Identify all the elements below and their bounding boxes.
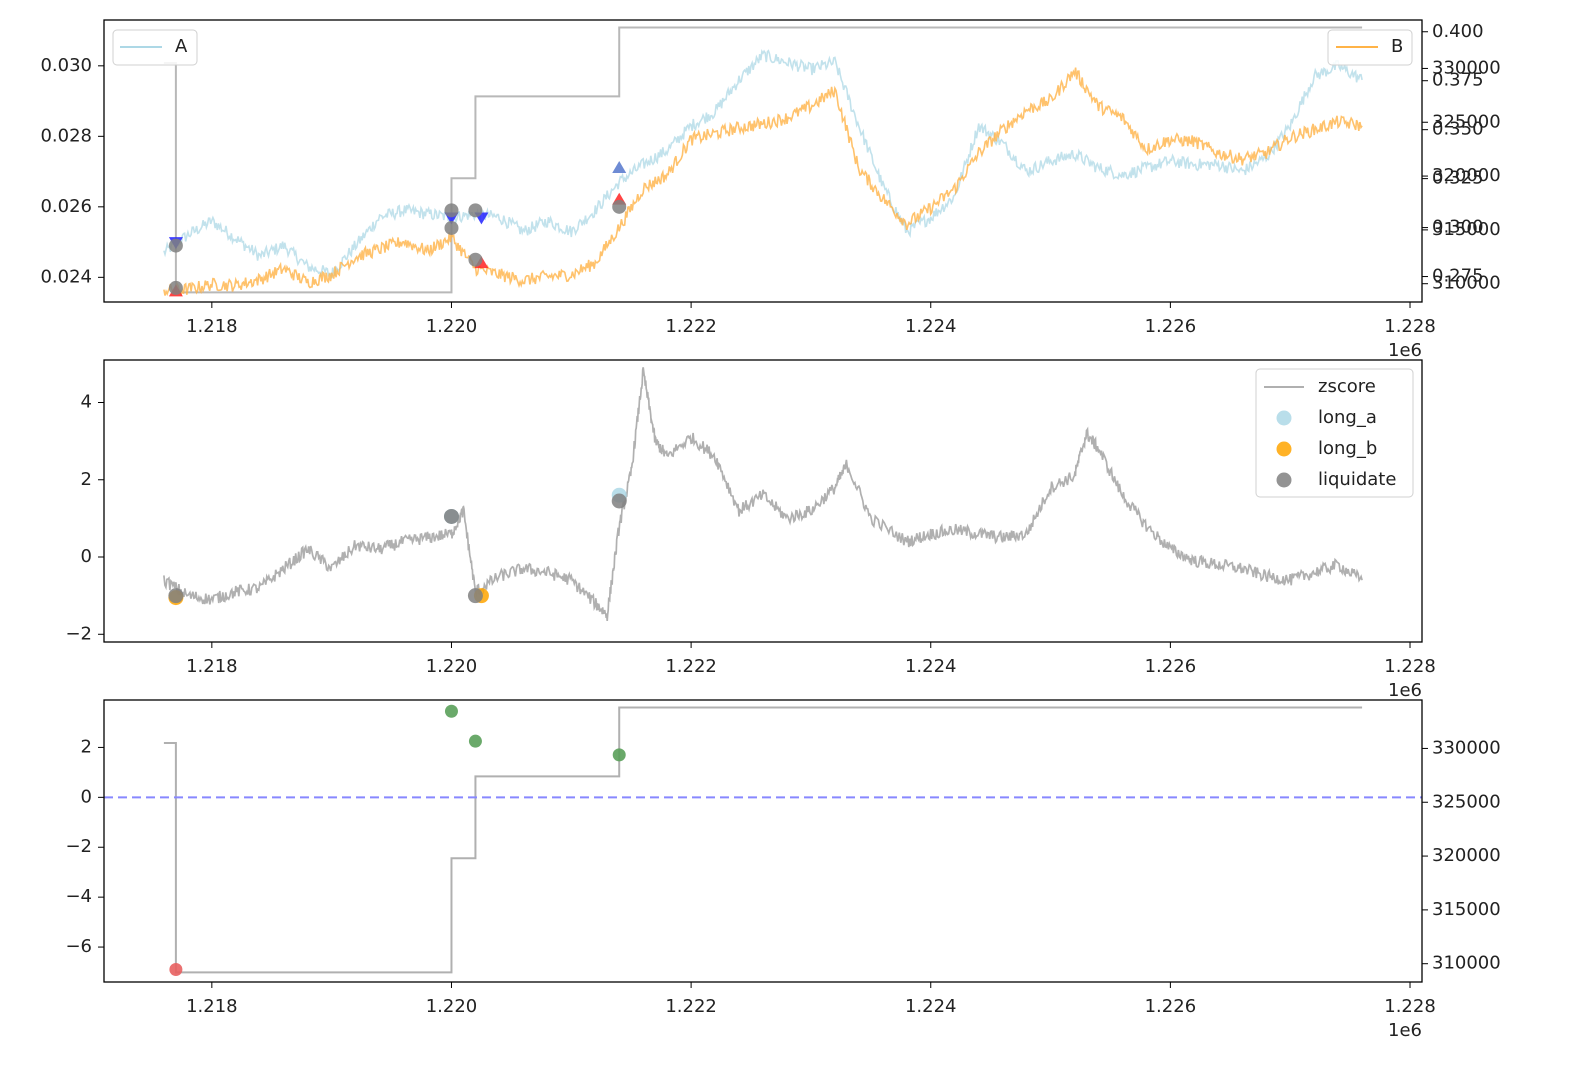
middle-panel: 1.218 1.220 1.222 1.224 1.226 1.228 1e6 −2 0 2 4 zs… — [65, 359, 1436, 701]
x-tick-label: 1.224 — [905, 656, 957, 677]
x-tick-label: 1.222 — [665, 656, 717, 677]
y-right-B-tick-label: 0.275 — [1432, 266, 1484, 287]
y-tick-label: −6 — [65, 936, 92, 957]
legend-middle: zscore long_a long_b liquidate — [1255, 368, 1414, 498]
x-tick-label: 1.226 — [1145, 316, 1197, 337]
y-tick-label: 0.026 — [40, 196, 92, 217]
y-right-tick-label: 310000 — [1432, 953, 1501, 974]
series-B-line — [163, 67, 1363, 297]
y-tick-label: 4 — [81, 391, 92, 412]
legend-B: B — [1327, 29, 1413, 66]
x-offset-label: 1e6 — [1388, 340, 1422, 361]
liquidate-marker — [444, 220, 459, 235]
y-right-tick-label: 325000 — [1432, 791, 1501, 812]
y-right-equity-tick-label: 315000 — [1432, 219, 1501, 240]
y-tick-label: −4 — [65, 886, 92, 907]
legend-long_a-label: long_a — [1318, 407, 1377, 428]
liquidate-marker — [168, 238, 183, 253]
x-tick-label: 1.220 — [426, 316, 478, 337]
liquidate-marker — [168, 280, 183, 295]
series-equity-line — [163, 26, 1363, 294]
legend-long_b-label: long_b — [1318, 438, 1377, 459]
x-tick-label: 1.226 — [1145, 656, 1197, 677]
y-tick-label: −2 — [65, 836, 92, 857]
y-tick-label: 2 — [81, 736, 92, 757]
y-tick-label: 0.024 — [40, 266, 92, 287]
x-tick-label: 1.218 — [186, 316, 238, 337]
point-profit — [444, 704, 458, 718]
middle-plot-area — [163, 367, 1363, 621]
y-tick-label: 0 — [81, 546, 92, 567]
x-offset-label: 1e6 — [1388, 1020, 1422, 1041]
liquidate-marker — [612, 199, 627, 214]
point-liquidate — [168, 588, 184, 604]
legend-liquidate-label: liquidate — [1318, 469, 1396, 490]
y-right-B-tick-label: 0.300 — [1432, 217, 1484, 238]
middle-axes-frame — [103, 359, 1423, 643]
y-right-tick-label: 320000 — [1432, 845, 1501, 866]
point-profit — [612, 748, 626, 762]
legend-A: A — [112, 29, 198, 66]
y-tick-label: 0.028 — [40, 125, 92, 146]
x-tick-label: 1.228 — [1384, 996, 1436, 1017]
legend-A-label: A — [175, 36, 188, 57]
legend-long_b-swatch — [1276, 441, 1292, 457]
y-right-B-tick-label: 0.325 — [1432, 168, 1484, 189]
liquidate-marker — [468, 252, 483, 267]
y-right-equity-tick-label: 325000 — [1432, 111, 1501, 132]
point-liquidate — [611, 493, 627, 509]
x-tick-label: 1.222 — [665, 996, 717, 1017]
series-equity-line — [163, 706, 1363, 974]
x-tick-label: 1.224 — [905, 316, 957, 337]
legend-liquidate-swatch — [1276, 472, 1292, 488]
top-plot-area — [163, 26, 1363, 297]
legend-zscore-label: zscore — [1318, 376, 1376, 397]
point-profit — [468, 734, 482, 748]
y-right-B-tick-label: 0.350 — [1432, 119, 1484, 140]
point-liquidate — [443, 508, 459, 524]
bottom-plot-area — [104, 704, 1422, 977]
bottom-axes-frame — [103, 699, 1423, 983]
y-right-tick-label: 330000 — [1432, 737, 1501, 758]
y-tick-label: 0.030 — [40, 55, 92, 76]
x-offset-label: 1e6 — [1388, 680, 1422, 701]
series-A-line — [163, 49, 1363, 279]
liquidate-marker — [444, 203, 459, 218]
x-tick-label: 1.228 — [1384, 656, 1436, 677]
y-right-B-tick-label: 0.375 — [1432, 70, 1484, 91]
liquidate-marker — [468, 203, 483, 218]
point-loss — [169, 963, 183, 977]
y-right-equity-tick-label: 330000 — [1432, 57, 1501, 78]
x-tick-label: 1.226 — [1145, 996, 1197, 1017]
legend-middle-box — [1255, 368, 1414, 498]
x-tick-label: 1.220 — [426, 996, 478, 1017]
x-tick-label: 1.224 — [905, 996, 957, 1017]
y-tick-label: 0 — [81, 786, 92, 807]
x-tick-label: 1.220 — [426, 656, 478, 677]
y-tick-label: 2 — [81, 469, 92, 490]
y-right-tick-label: 315000 — [1432, 899, 1501, 920]
triangle-up-marker — [612, 161, 627, 173]
y-tick-label: −2 — [65, 623, 92, 644]
bottom-panel: 1.218 1.220 1.222 1.224 1.226 1.228 1e6 −6 −4 −2 0… — [65, 699, 1501, 1041]
y-right-equity-tick-label: 320000 — [1432, 165, 1501, 186]
x-tick-label: 1.228 — [1384, 316, 1436, 337]
series-zscore-line — [163, 367, 1363, 621]
x-tick-label: 1.222 — [665, 316, 717, 337]
top-panel: 1.218 1.220 1.222 1.224 1.226 1.228 1e6 0.024 0.… — [40, 19, 1501, 361]
x-tick-label: 1.218 — [186, 996, 238, 1017]
x-tick-label: 1.218 — [186, 656, 238, 677]
y-right-B-tick-label: 0.400 — [1432, 21, 1484, 42]
y-right-equity-tick-label: 310000 — [1432, 273, 1501, 294]
legend-long_a-swatch — [1276, 410, 1292, 426]
top-axes-frame — [103, 19, 1423, 303]
legend-B-label: B — [1391, 36, 1403, 57]
point-liquidate — [467, 588, 483, 604]
